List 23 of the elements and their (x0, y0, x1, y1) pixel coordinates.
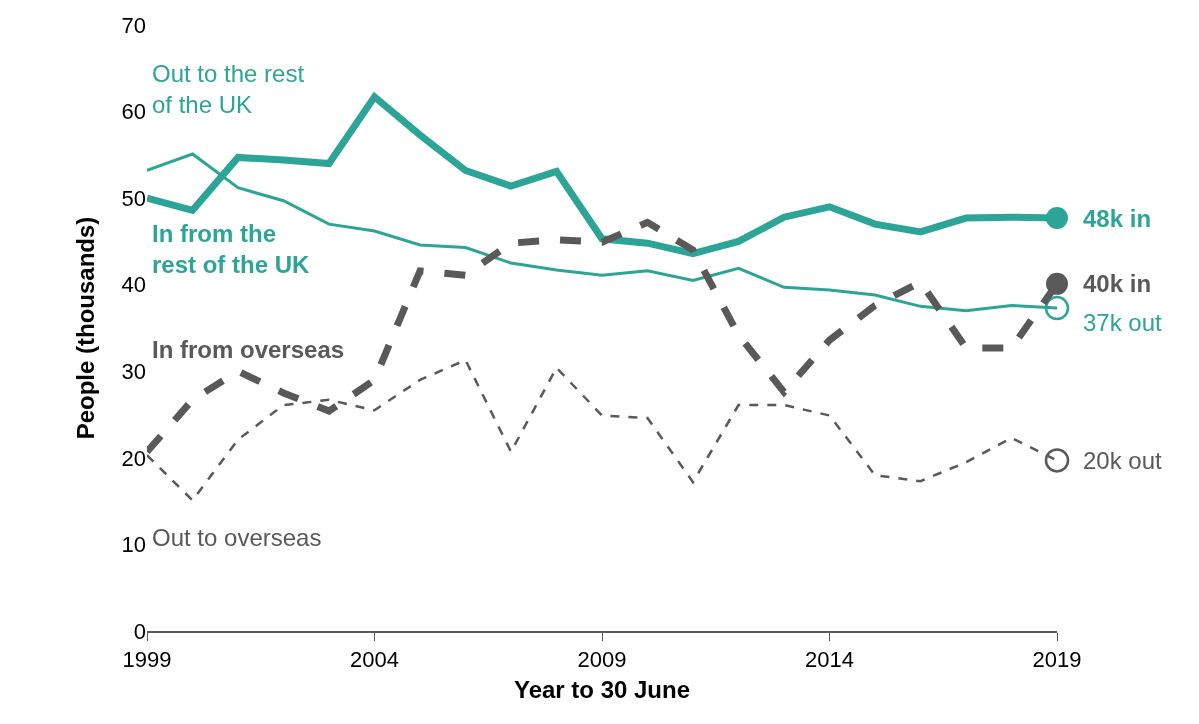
y-tick-label: 40 (121, 272, 146, 298)
x-axis-title: Year to 30 June (513, 675, 691, 703)
series-label: Out to overseas (152, 524, 322, 551)
y-tick-label: 60 (121, 99, 146, 125)
x-tick-label: 2019 (1032, 647, 1082, 673)
text: 37k out (1083, 309, 1163, 336)
y-tick-label: 70 (121, 12, 146, 38)
y-axis-title: People (thousands) (71, 216, 99, 440)
series-label: Out to the rest of the UK (152, 60, 305, 119)
y-tick-label: 20 (121, 445, 146, 471)
x-tick-label: 1999 (122, 647, 172, 673)
series-label: In from the rest of the UK (152, 220, 311, 279)
x-tick-label: 2004 (350, 647, 399, 673)
y-tick-label: 50 (121, 185, 146, 211)
text: 20k out (1083, 447, 1163, 474)
y-tick-label: 0 (133, 618, 146, 644)
series-label: In from overseas (152, 336, 345, 363)
text: 48k in (1083, 205, 1152, 232)
y-tick-label: 30 (121, 358, 146, 384)
text: 40k in (1083, 270, 1152, 297)
y-tick-label: 10 (121, 532, 146, 558)
x-tick-label: 2014 (805, 647, 854, 673)
x-tick-label: 2009 (577, 647, 627, 673)
